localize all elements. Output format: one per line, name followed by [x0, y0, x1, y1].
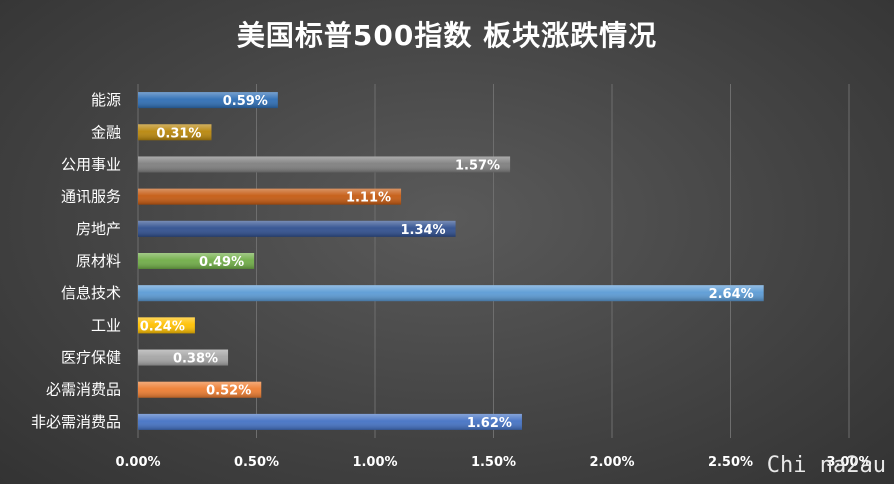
x-tick-label: 0.00% [115, 455, 160, 470]
bar-value-label: 0.49% [199, 255, 244, 270]
bars: 0.59% 0.31% 1.57% 1.11% 1.34% 0.49% 2.64% 0.24%… [138, 92, 764, 431]
x-tick-label: 2.50% [708, 455, 753, 470]
bar-value-label: 0.38% [173, 352, 218, 367]
bar-sheen [138, 317, 195, 334]
x-tick-labels: 0.00% 0.50% 1.00% 1.50% 2.00% 2.50% 3.00% [115, 455, 871, 470]
bar-sheen [138, 124, 212, 141]
x-tick-label: 2.00% [589, 455, 634, 470]
bar-sheen [138, 349, 229, 366]
category-label: 医疗保健 [61, 349, 121, 367]
category-label: 能源 [91, 91, 121, 109]
bar-sheen [138, 156, 511, 173]
bar-value-label: 0.59% [223, 94, 268, 109]
bar-sheen [138, 413, 522, 430]
category-label: 通讯服务 [61, 188, 121, 206]
bar-value-label: 0.31% [156, 126, 201, 141]
bar-value-label: 2.64% [709, 287, 754, 302]
chart-title: 美国标普500指数 板块涨跌情况 [236, 19, 658, 52]
category-label: 金融 [91, 123, 121, 141]
category-label: 工业 [91, 316, 121, 334]
category-label: 房地产 [76, 220, 121, 238]
bar-sheen [138, 92, 278, 109]
category-label: 原材料 [76, 252, 121, 270]
bar-value-label: 1.62% [467, 416, 512, 431]
bar-value-label: 0.24% [140, 319, 185, 334]
bar-sheen [138, 381, 262, 398]
x-tick-label: 3.00% [826, 455, 871, 470]
bar-sheen [138, 188, 402, 205]
bar-value-label: 0.52% [206, 384, 251, 399]
x-tick-label: 1.00% [352, 455, 397, 470]
bar-value-label: 1.57% [455, 158, 500, 173]
category-label: 公用事业 [61, 155, 121, 173]
category-label: 信息技术 [61, 284, 121, 302]
bar-sheen [138, 220, 456, 237]
bar-sheen [138, 253, 255, 269]
bar-value-label: 1.34% [400, 223, 445, 238]
watermark: Chi na2au [766, 453, 886, 478]
x-tick-label: 1.50% [471, 455, 516, 470]
gridlines [137, 84, 850, 438]
category-label: 非必需消费品 [31, 413, 121, 431]
category-label: 必需消费品 [46, 381, 121, 399]
bar-sheen [138, 285, 764, 302]
x-tick-label: 0.50% [234, 455, 279, 470]
bar-value-label: 1.11% [346, 191, 391, 206]
